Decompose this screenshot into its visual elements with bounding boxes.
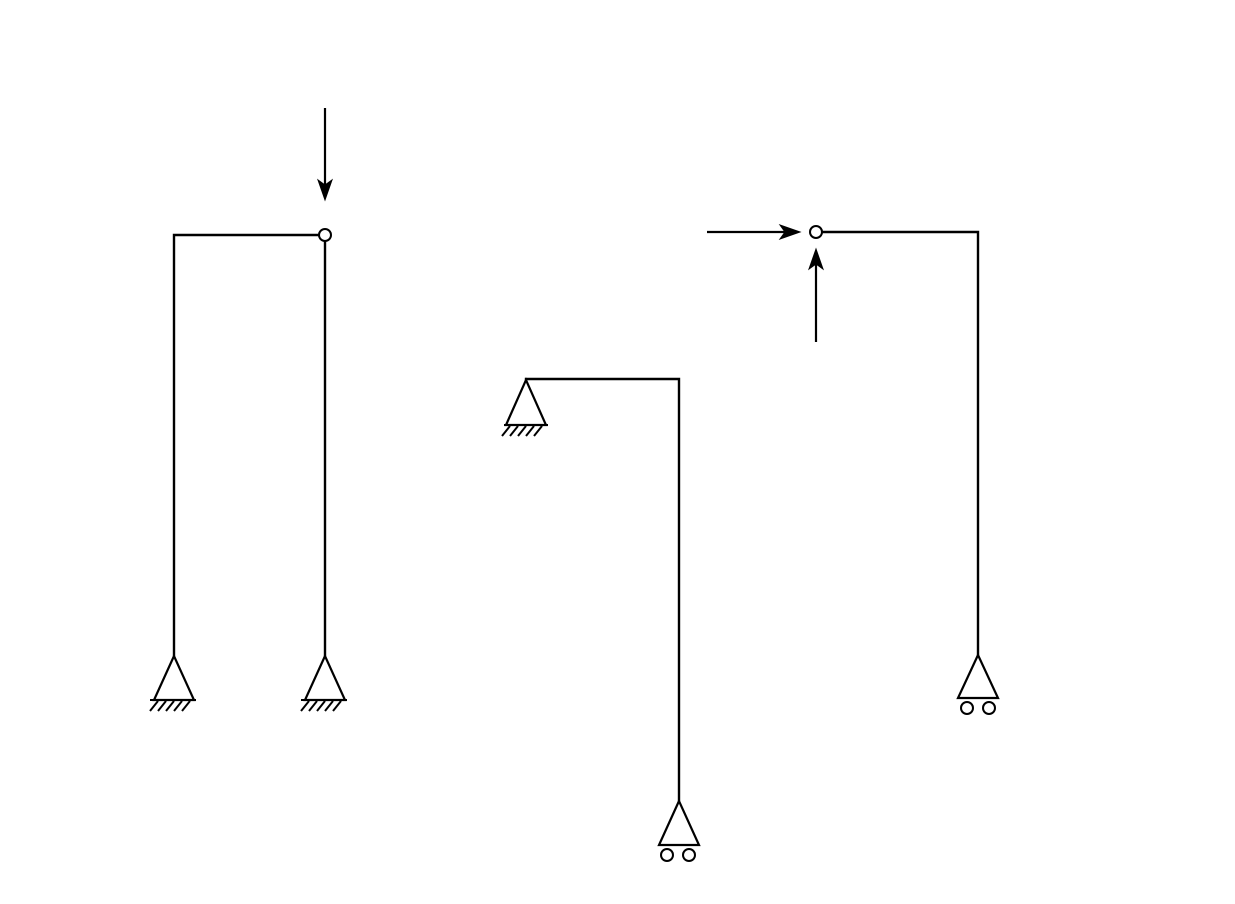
left-frame-hinge [318,228,332,242]
middle-frame-pin-support [501,377,548,437]
right-frame-members [820,230,980,656]
left-frame [149,108,347,712]
right-frame-roller-support [956,652,1000,715]
downward-load-arrow [317,108,333,202]
left-frame-pin-support-right [300,653,347,712]
right-frame [707,224,1000,715]
right-frame-hinge [809,225,823,239]
left-frame-pin-support-left [149,653,196,712]
middle-frame [501,377,701,862]
middle-frame-roller-support [657,798,701,862]
middle-frame-members [524,377,681,802]
left-frame-members [172,233,321,657]
upward-load-arrow [808,247,824,342]
horizontal-load-arrow [707,224,802,240]
